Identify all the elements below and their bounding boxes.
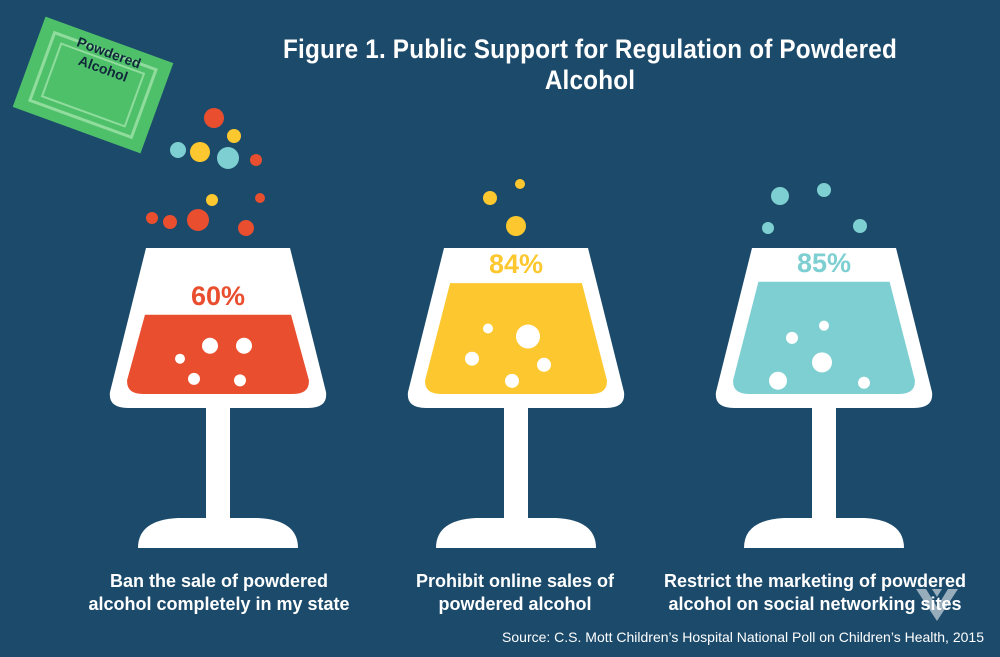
glass-base-marketing	[744, 518, 904, 548]
university-logo-icon	[916, 589, 958, 621]
liquid-bubble-marketing-4	[858, 376, 870, 389]
category-label-online: Prohibit online sales of powdered alcoho…	[355, 570, 675, 616]
chart-title: Figure 1. Public Support for Regulation …	[282, 34, 897, 95]
liquid-bubble-marketing-0	[786, 331, 798, 344]
data-label-ban: 60%	[190, 280, 246, 311]
floating-bubble-ban-8	[187, 209, 209, 231]
floating-bubble-online-2	[506, 216, 526, 236]
floating-bubble-online-0	[483, 191, 497, 205]
glass-stem-ban	[206, 404, 230, 520]
bar-liquid-online	[425, 283, 607, 394]
floating-bubble-ban-4	[190, 142, 210, 162]
category-label-ban-line2: alcohol completely in my state	[88, 594, 350, 614]
liquid-bubble-marketing-3	[769, 371, 787, 390]
liquid-bubble-marketing-2	[812, 352, 832, 373]
floating-bubble-ban-6	[255, 193, 265, 203]
floating-bubble-marketing-2	[853, 219, 867, 233]
packet-icon	[12, 16, 174, 154]
floating-bubble-ban-10	[238, 220, 254, 236]
liquid-bubble-online-2	[465, 351, 479, 366]
floating-bubble-ban-2	[227, 129, 241, 143]
floating-bubble-ban-5	[250, 154, 262, 166]
floating-bubble-marketing-0	[771, 187, 789, 205]
category-label-online-line1: Prohibit online sales of	[415, 571, 615, 591]
liquid-bubble-ban-0	[202, 337, 218, 354]
floating-bubble-ban-11	[206, 194, 218, 206]
floating-bubble-ban-3	[217, 147, 239, 169]
liquid-bubble-marketing-1	[819, 320, 829, 331]
category-label-marketing-line1: Restrict the marketing of powdered	[663, 571, 967, 591]
powder-packet-illustration: Powdered Alcohol	[8, 10, 178, 160]
category-label-marketing-line2: alcohol on social networking sites	[668, 594, 962, 614]
liquid-bubble-ban-4	[175, 353, 185, 364]
floating-bubble-ban-9	[146, 212, 158, 224]
glass-stem-online	[504, 404, 528, 520]
bar-liquid-ban	[127, 314, 309, 394]
liquid-bubble-online-4	[505, 373, 519, 388]
glass-base-ban	[138, 518, 298, 548]
floating-bubble-ban-1	[204, 108, 224, 128]
bar-liquid-marketing	[733, 281, 915, 394]
glass-stem-marketing	[812, 404, 836, 520]
floating-bubble-ban-0	[170, 142, 186, 158]
glass-base-online	[436, 518, 596, 548]
liquid-bubble-online-3	[537, 357, 551, 372]
category-label-online-line2: powdered alcohol	[438, 594, 592, 614]
liquid-bubble-ban-3	[234, 374, 246, 387]
category-label-ban-line1: Ban the sale of powdered	[109, 571, 329, 591]
data-label-online: 84%	[488, 249, 544, 280]
liquid-bubble-online-1	[516, 324, 540, 349]
source-note: Source: C.S. Mott Children’s Hospital Na…	[502, 629, 984, 645]
liquid-bubble-online-0	[483, 323, 493, 334]
floating-bubble-ban-7	[163, 215, 177, 229]
floating-bubble-marketing-3	[762, 222, 774, 234]
liquid-bubble-ban-1	[236, 337, 252, 354]
floating-bubble-online-1	[515, 179, 525, 189]
liquid-bubble-ban-2	[188, 372, 200, 385]
floating-bubble-marketing-1	[817, 183, 831, 197]
data-label-marketing: 85%	[796, 247, 852, 278]
category-label-ban: Ban the sale of powdered alcohol complet…	[59, 570, 379, 616]
category-label-marketing: Restrict the marketing of powdered alcoh…	[655, 570, 975, 616]
